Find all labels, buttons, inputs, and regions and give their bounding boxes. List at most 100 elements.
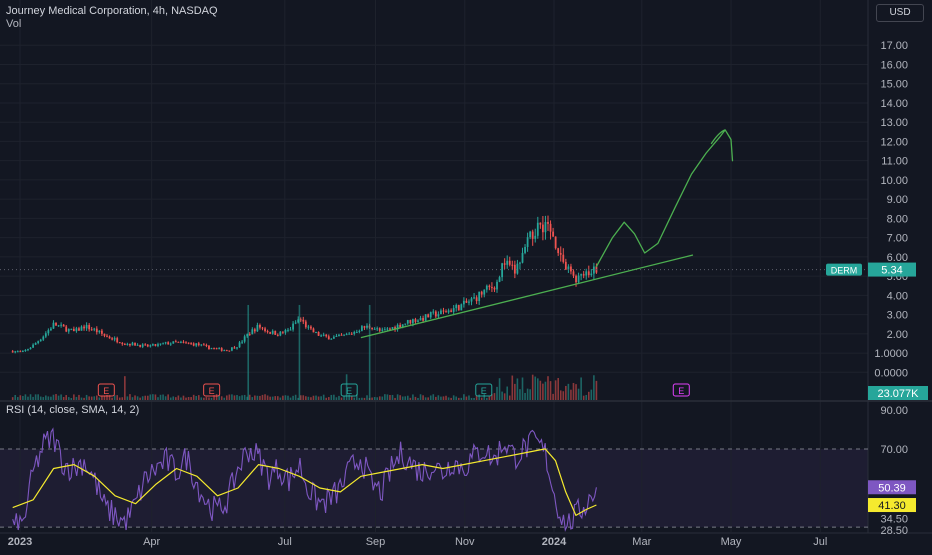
y-tick-label: 9.00 xyxy=(887,194,908,206)
volume-bar xyxy=(327,397,330,400)
candle-body xyxy=(113,338,116,340)
volume-bar xyxy=(192,394,195,400)
volume-bar xyxy=(197,395,200,400)
candle-body xyxy=(129,343,131,346)
volume-bar xyxy=(131,397,134,400)
candle-body xyxy=(21,351,24,353)
candle-body xyxy=(218,348,221,350)
candle-body xyxy=(325,334,328,337)
candle-body xyxy=(67,328,70,332)
projection-arrow[interactable] xyxy=(595,129,734,268)
volume-bar xyxy=(34,394,37,400)
candle-body xyxy=(236,347,238,349)
candle-body xyxy=(116,338,119,343)
candle-body xyxy=(511,264,514,266)
candle-body xyxy=(338,334,340,336)
volume-bar xyxy=(491,394,493,400)
candle-body xyxy=(330,338,333,340)
candle-body xyxy=(544,222,547,233)
candle-body xyxy=(590,273,593,276)
volume-spike xyxy=(247,304,250,400)
candle-body xyxy=(470,298,473,302)
volume-bar xyxy=(534,376,537,400)
x-tick-label: Apr xyxy=(143,536,160,548)
volume-bar xyxy=(167,394,169,400)
volume-bar xyxy=(562,391,565,400)
volume-bar xyxy=(567,383,570,400)
volume-bar xyxy=(542,383,544,400)
candle-body xyxy=(231,347,233,351)
volume-bar xyxy=(335,397,338,400)
y-tick-label: 6.00 xyxy=(887,252,908,264)
candle-body xyxy=(304,321,307,328)
volume-bar xyxy=(213,395,215,400)
x-tick-label: Mar xyxy=(632,536,651,548)
volume-bar xyxy=(93,396,96,400)
rsi-tick-label: 34.50 xyxy=(880,513,908,525)
candle-body xyxy=(101,330,103,334)
volume-bar xyxy=(516,378,519,400)
candle-body xyxy=(34,343,37,345)
volume-bar xyxy=(511,375,514,400)
x-tick-label: May xyxy=(721,536,742,548)
volume-bar xyxy=(427,397,429,400)
volume-bar xyxy=(52,394,55,400)
volume-bar xyxy=(305,396,307,400)
candle-body xyxy=(159,343,162,345)
volume-bar xyxy=(236,394,238,400)
x-tick-label: Nov xyxy=(455,536,475,548)
volume-bar xyxy=(412,394,414,400)
volume-bar xyxy=(218,394,220,400)
candle-body xyxy=(162,343,164,345)
volume-bar xyxy=(373,397,376,400)
volume-bar xyxy=(396,394,399,400)
volume-bar xyxy=(292,395,294,400)
candle-body xyxy=(468,301,470,303)
candle-body xyxy=(320,335,323,337)
candle-body xyxy=(358,330,361,332)
volume-bar xyxy=(565,385,567,400)
earnings-marker[interactable] xyxy=(340,383,358,397)
candle-body xyxy=(11,351,14,353)
volume-bar xyxy=(149,394,152,400)
volume-bar xyxy=(465,396,468,400)
earnings-marker[interactable] xyxy=(475,383,493,397)
earnings-marker[interactable] xyxy=(97,383,115,397)
candle-body xyxy=(534,235,537,239)
candle-body xyxy=(335,335,338,337)
volume-bar xyxy=(399,395,401,400)
candle-body xyxy=(269,332,272,334)
volume-bar xyxy=(587,391,590,400)
volume-bar xyxy=(353,397,356,400)
candle-body xyxy=(208,345,210,350)
candle-body xyxy=(16,351,19,353)
volume-bar xyxy=(544,381,547,400)
volume-bar xyxy=(322,394,325,400)
volume-bar xyxy=(348,394,350,400)
volume-bar xyxy=(223,397,226,400)
volume-bar xyxy=(101,396,103,400)
support-trendline[interactable] xyxy=(360,254,694,339)
volume-bar xyxy=(435,396,437,400)
volume-bar xyxy=(506,386,509,400)
candle-body xyxy=(167,342,170,345)
earnings-marker[interactable] xyxy=(203,383,221,397)
volume-bar xyxy=(488,396,491,400)
volume-bar xyxy=(371,397,373,400)
currency-selector[interactable]: USD xyxy=(876,4,924,22)
volume-bar xyxy=(16,397,19,400)
candle-body xyxy=(442,310,445,312)
candle-body xyxy=(562,254,565,262)
volume-bar xyxy=(470,397,473,400)
volume-bar xyxy=(78,394,80,400)
volume-bar xyxy=(80,397,83,400)
candle-body xyxy=(577,275,580,283)
candle-body xyxy=(343,334,345,336)
candle-body xyxy=(223,350,226,352)
volume-bar xyxy=(503,393,506,400)
candle-body xyxy=(65,326,68,332)
earnings-marker[interactable] xyxy=(672,383,690,397)
volume-bar xyxy=(96,395,98,400)
